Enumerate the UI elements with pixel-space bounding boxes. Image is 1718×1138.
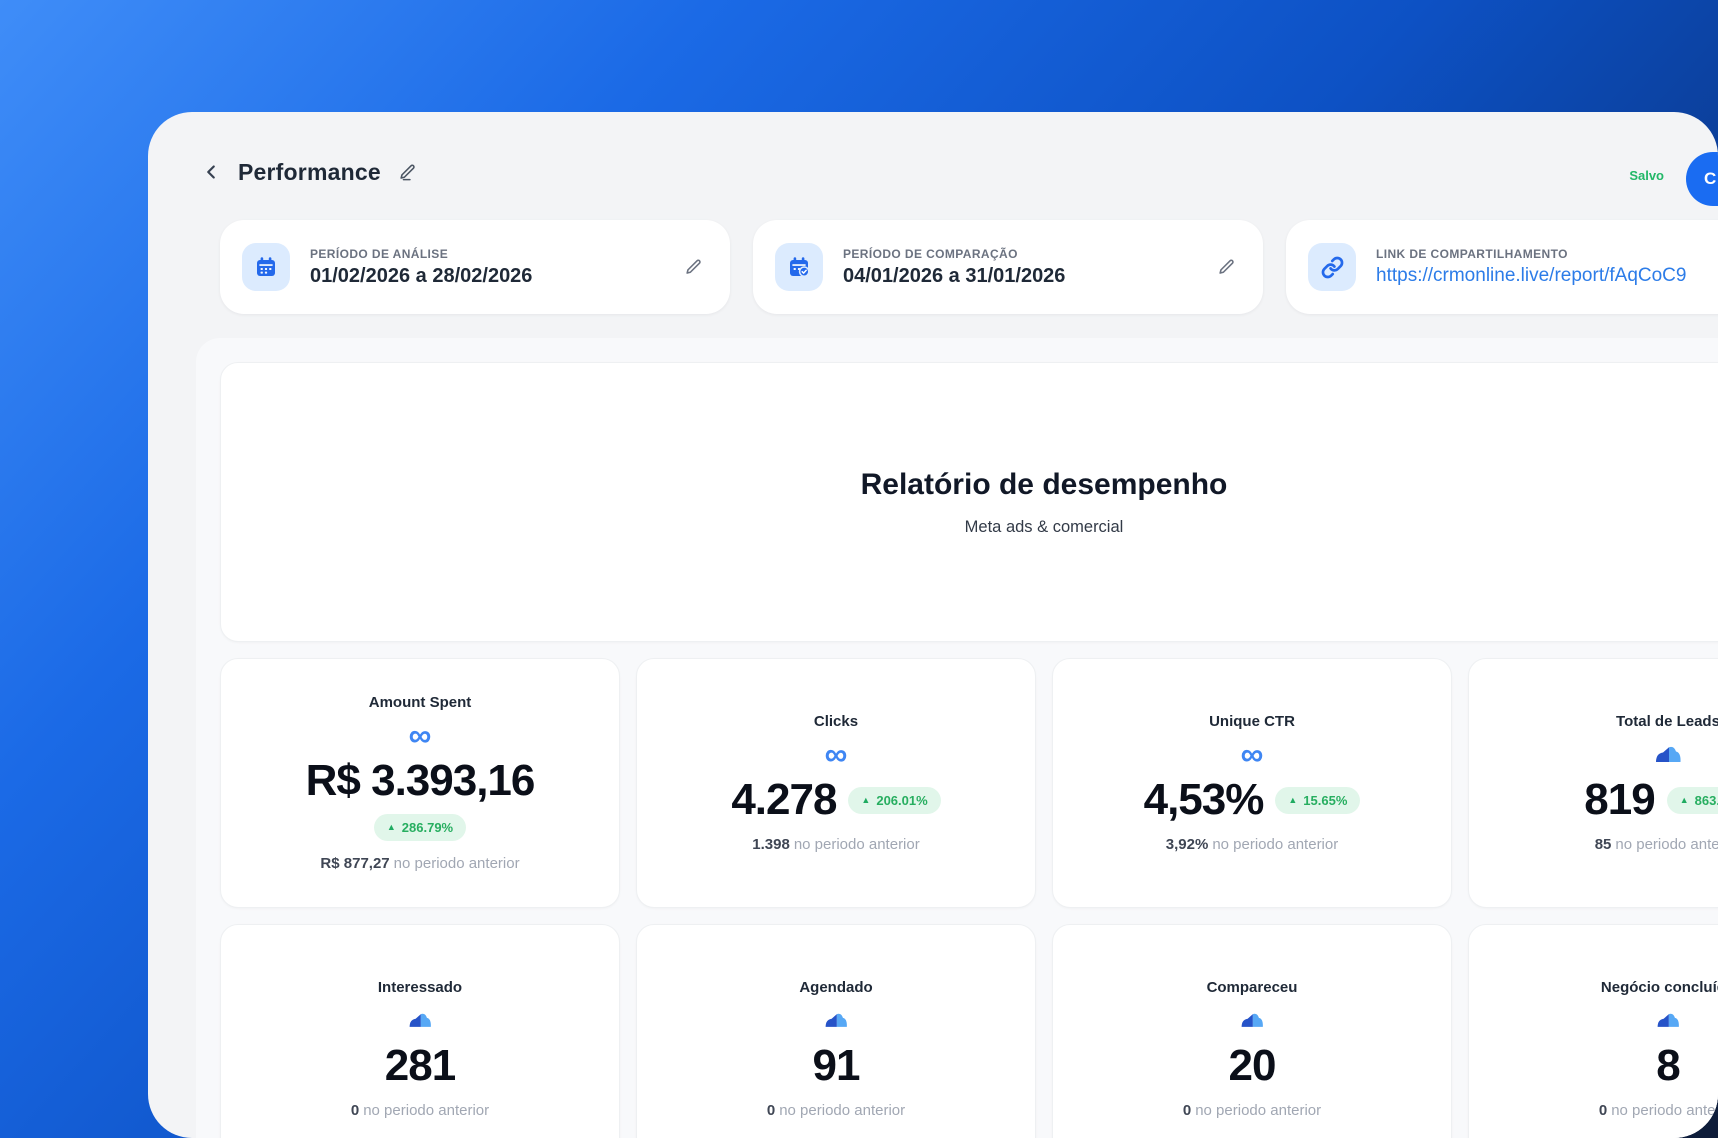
crm-cloud-icon — [823, 1004, 849, 1036]
app-panel: Performance Salvo C — [148, 112, 1718, 1138]
metric-value: 20 — [1228, 1041, 1277, 1090]
pencil-icon — [1218, 259, 1234, 274]
metric-card-agendado: Agendado 91 0 no periodo anterior — [636, 924, 1036, 1138]
crm-cloud-icon — [1239, 1004, 1265, 1036]
period-analysis-value: 01/02/2026 a 28/02/2026 — [310, 264, 533, 287]
metric-value: 4.278 — [731, 775, 837, 824]
metric-card-total-leads: Total de Leads 819 ▲ 863.5% — [1468, 658, 1718, 908]
back-button[interactable] — [198, 159, 224, 185]
metrics-grid-row1: Amount Spent ∞ R$ 3.393,16 ▲ 286.79% R$ … — [220, 658, 1718, 908]
chevron-left-icon — [207, 165, 215, 179]
trend-change: 286.79% — [401, 820, 454, 835]
metric-label: Agendado — [799, 979, 873, 996]
metric-label: Negócio concluído — [1600, 979, 1718, 996]
period-comparison-value: 04/01/2026 a 31/01/2026 — [843, 264, 1066, 287]
cta-label: C — [1704, 169, 1717, 188]
metric-value: 4,53% — [1143, 775, 1265, 824]
trend-badge: ▲ 863.5% — [1666, 786, 1718, 814]
metric-card-clicks: Clicks ∞ 4.278 ▲ 206.01% 1.398 no periodo… — [636, 658, 1036, 908]
trend-change: 206.01% — [876, 792, 928, 808]
share-link-label: LINK DE COMPARTILHAMENTO — [1376, 247, 1568, 261]
period-analysis-card[interactable]: PERÍODO DE ANÁLISE 01/02/2026 a 28/02/20… — [220, 220, 730, 314]
trend-badge: ▲ 286.79% — [373, 814, 467, 841]
metric-label: Total de Leads — [1616, 713, 1718, 730]
meta-logo-icon: ∞ — [1240, 736, 1264, 772]
meta-logo-icon: ∞ — [824, 736, 848, 772]
calendar-icon — [242, 243, 290, 291]
metric-card-amount-spent: Amount Spent ∞ R$ 3.393,16 ▲ 286.79% R$ … — [220, 658, 620, 908]
report-header-card: Relatório de desempenho Meta ads & comer… — [220, 362, 1718, 642]
period-comparison-label: PERÍODO DE COMPARAÇÃO — [843, 246, 1018, 261]
previous-period-text: 1.398 no periodo anterior — [752, 836, 920, 853]
metric-label: Compareceu — [1206, 979, 1298, 996]
metric-value: 819 — [1584, 775, 1655, 824]
metric-label: Clicks — [813, 713, 859, 730]
trend-badge: ▲ 15.65% — [1275, 786, 1361, 814]
metric-value: 281 — [384, 1041, 456, 1090]
header: Performance — [198, 148, 1718, 196]
previous-period-text: 3,92% no periodo anterior — [1165, 836, 1339, 853]
metric-value: 91 — [812, 1041, 861, 1090]
metric-value: R$ 3.393,16 — [305, 756, 536, 805]
crm-cloud-icon — [407, 1004, 433, 1036]
edit-analysis-period-button[interactable] — [682, 256, 704, 278]
pencil-icon — [685, 259, 701, 274]
page-title: Performance — [238, 158, 381, 185]
crm-cloud-icon — [1653, 738, 1683, 770]
trend-change: 15.65% — [1303, 792, 1348, 808]
metric-label: Amount Spent — [368, 694, 472, 711]
metric-label: Unique CTR — [1209, 713, 1295, 730]
edit-title-button[interactable] — [397, 161, 419, 183]
trend-up-icon: ▲ — [1679, 794, 1689, 805]
report-container: Relatório de desempenho Meta ads & comer… — [196, 338, 1718, 1138]
link-icon — [1308, 243, 1356, 291]
share-link-url[interactable]: https://crmonline.live/report/fAqCoC9 — [1376, 265, 1687, 286]
saved-status: Salvo — [1629, 168, 1664, 183]
period-comparison-card[interactable]: PERÍODO DE COMPARAÇÃO 04/01/2026 a 31/01… — [753, 220, 1263, 314]
crm-cloud-icon — [1655, 1004, 1681, 1036]
report-title: Relatório de desempenho — [860, 467, 1228, 501]
period-analysis-label: PERÍODO DE ANÁLISE — [310, 246, 449, 261]
trend-up-icon: ▲ — [386, 822, 396, 832]
calendar-check-icon — [775, 243, 823, 291]
metrics-grid-row2: Interessado 281 0 no periodo anterior Age… — [220, 924, 1718, 1138]
trend-up-icon: ▲ — [861, 794, 871, 805]
share-link-card[interactable]: LINK DE COMPARTILHAMENTO https://crmonli… — [1286, 220, 1718, 314]
metric-card-interessado: Interessado 281 0 no periodo anterior — [220, 924, 620, 1138]
metric-card-negocio-concluido: Negócio concluído 8 0no periodo anterior — [1468, 924, 1718, 1138]
metric-value: 8 — [1656, 1041, 1681, 1090]
trend-badge: ▲ 206.01% — [848, 786, 941, 814]
pencil-icon — [400, 164, 416, 180]
edit-comparison-period-button[interactable] — [1215, 256, 1237, 278]
metric-card-compareceu: Compareceu 20 0 no periodo anterior — [1052, 924, 1452, 1138]
metric-label: Interessado — [377, 979, 463, 996]
trend-change: 863.5% — [1694, 792, 1718, 808]
report-subtitle: Meta ads & comercial — [964, 517, 1124, 536]
metric-card-unique-ctr: Unique CTR ∞ 4,53% ▲ 15.65% 3,92% no peri… — [1052, 658, 1452, 908]
previous-period-text: 0no periodo anterior — [1598, 1102, 1718, 1119]
toolbar: PERÍODO DE ANÁLISE 01/02/2026 a 28/02/20… — [220, 220, 1718, 314]
trend-up-icon: ▲ — [1288, 794, 1298, 805]
previous-period-text: R$ 877,27 no periodo anterior — [320, 855, 520, 872]
meta-logo-icon: ∞ — [408, 717, 432, 753]
